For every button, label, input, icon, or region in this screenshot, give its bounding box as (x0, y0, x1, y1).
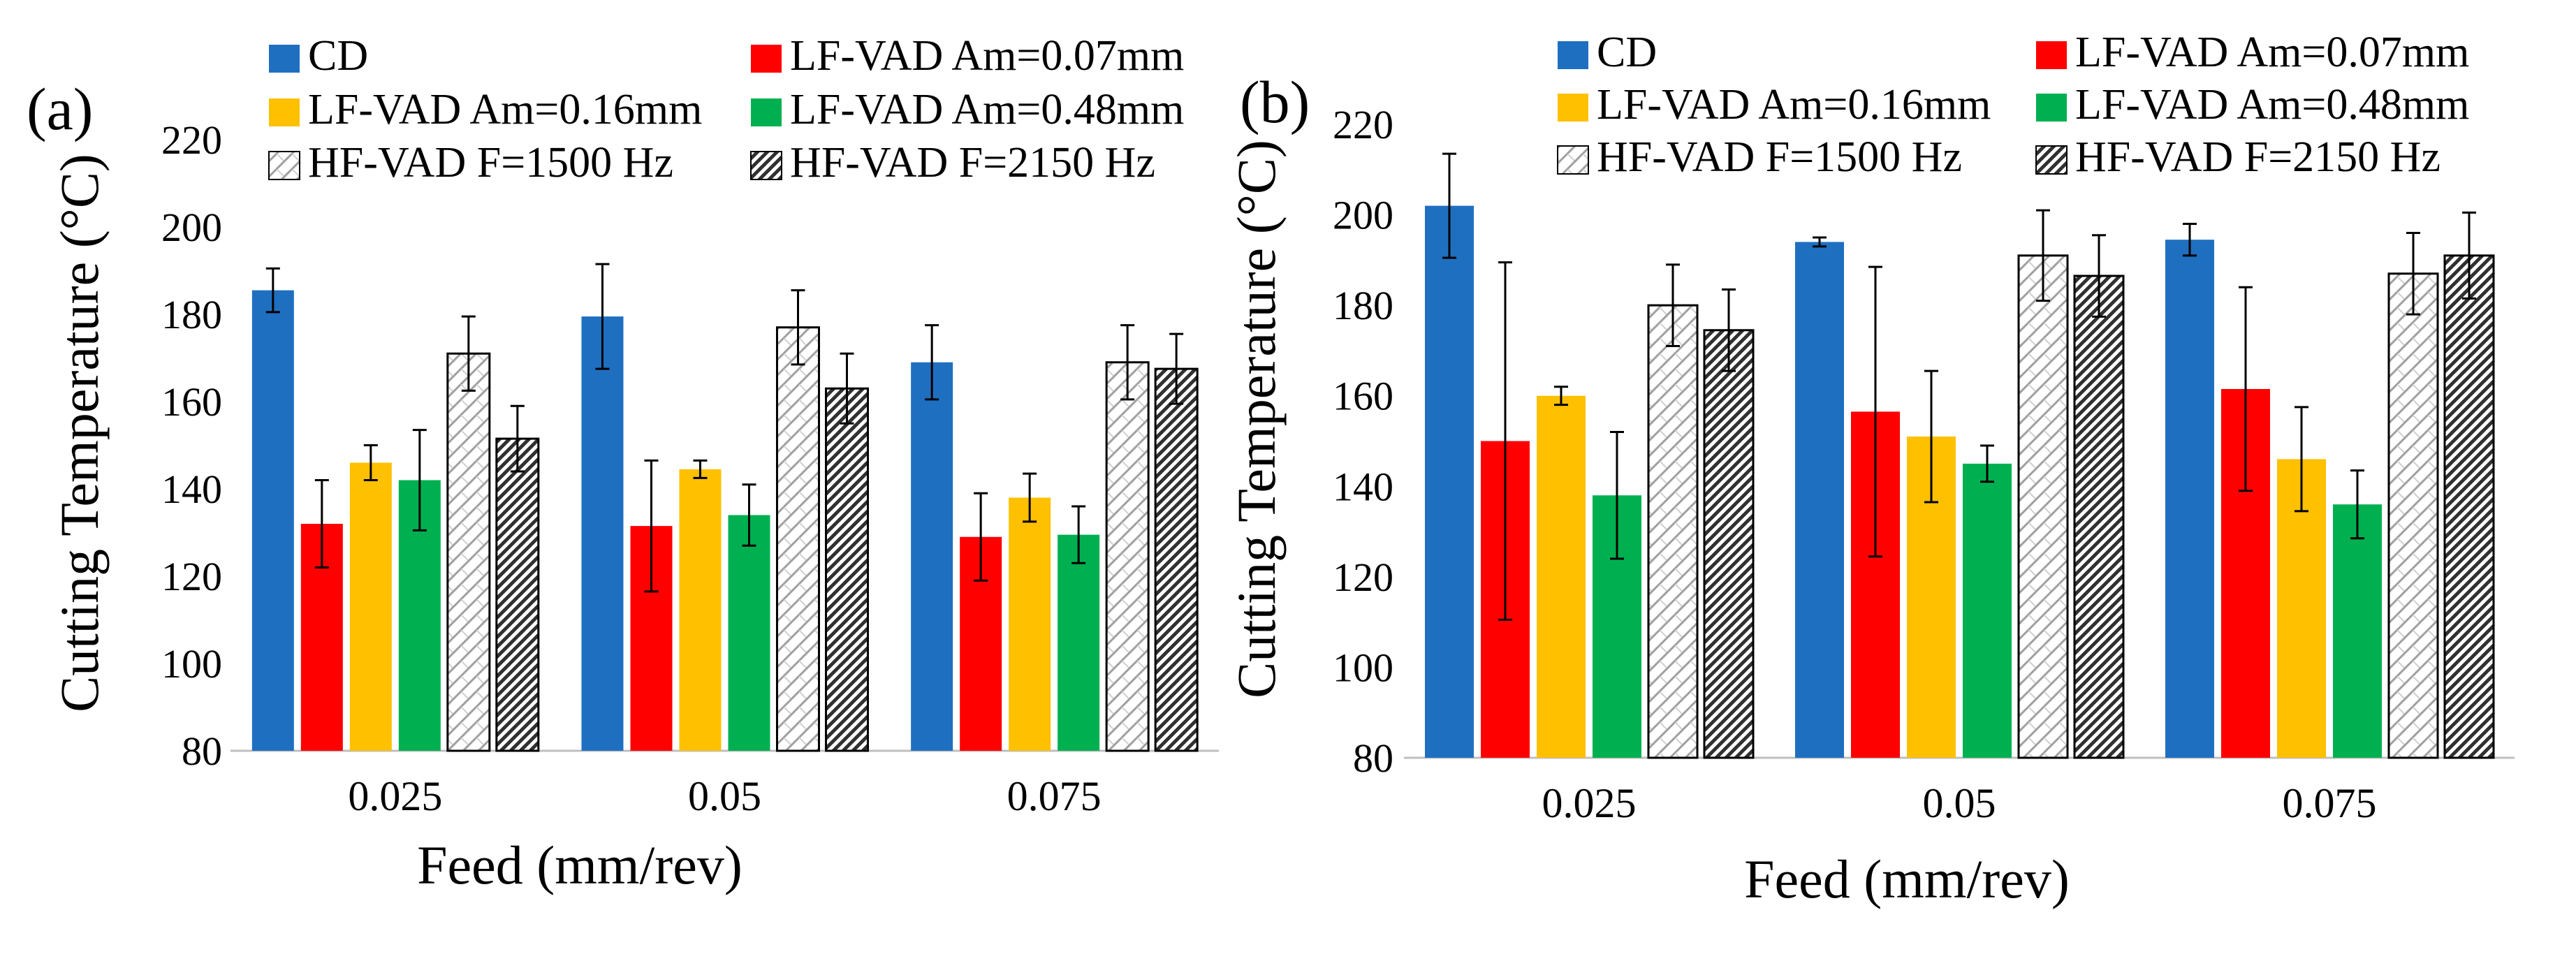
bar (1009, 497, 1051, 751)
legend: CD LF-VAD Am=0.07mm LF-VAD Am=0.16mm LF-VAD… (1557, 29, 2469, 181)
panel-a: Feed (mm/rev) Cutting Temperature (°C) C… (49, 32, 1219, 895)
bar (2017, 254, 2069, 759)
y-tick-label: 120 (161, 554, 222, 599)
bar (2165, 240, 2214, 758)
y-ticks: 80 100 120 140 160 180 200 220 (1333, 102, 1393, 781)
y-tick-label: 160 (161, 379, 222, 425)
panel-label-b: (b) (1240, 68, 1310, 135)
bar (446, 352, 491, 752)
y-tick-label: 120 (1333, 555, 1393, 600)
legend-swatch (1558, 41, 1588, 69)
legend-label: LF-VAD Am=0.16mm (1597, 81, 1991, 129)
x-ticks: 0.025 0.05 0.075 (1542, 780, 2377, 826)
x-axis-title: Feed (mm/rev) (1744, 849, 2070, 909)
bar (2333, 504, 2382, 758)
legend-label: LF-VAD Am=0.48mm (790, 86, 1184, 133)
legend-swatch (268, 151, 300, 180)
x-tick-label: 0.025 (348, 773, 442, 819)
y-tick-label: 180 (1333, 283, 1393, 328)
y-tick-label: 200 (1333, 193, 1393, 238)
bar (728, 515, 770, 751)
legend-swatch (750, 151, 782, 180)
legend-label: HF-VAD F=2150 Hz (790, 139, 1155, 186)
bar (349, 462, 392, 751)
legend-swatch (269, 98, 300, 126)
legend-label: HF-VAD F=1500 Hz (1597, 133, 1962, 181)
y-tick-label: 140 (161, 467, 222, 512)
bar (1425, 205, 1474, 758)
legend-swatch (2035, 145, 2068, 175)
x-tick-label: 0.025 (1542, 780, 1637, 826)
bar (1058, 534, 1100, 751)
legend-swatch (269, 45, 300, 73)
bar (1647, 304, 1699, 759)
bars (1425, 152, 2495, 759)
y-ticks: 80 100 120 140 160 180 200 220 (161, 117, 222, 774)
bar (1105, 361, 1150, 752)
legend-swatch (1558, 94, 1588, 122)
legend-label: LF-VAD Am=0.07mm (790, 32, 1184, 80)
bar (1795, 242, 1844, 758)
x-tick-label: 0.05 (1923, 780, 1996, 826)
y-tick-label: 80 (1353, 735, 1393, 781)
y-axis-title: Cutting Temperature (°C) (1226, 140, 1287, 698)
x-tick-label: 0.075 (1007, 773, 1102, 819)
bar (679, 469, 722, 751)
bar (2387, 272, 2439, 759)
bar (1537, 395, 1586, 758)
x-ticks: 0.025 0.05 0.075 (348, 773, 1101, 819)
legend-swatch (2036, 41, 2067, 69)
legend-swatch (751, 98, 782, 126)
y-tick-label: 160 (1333, 374, 1393, 419)
y-tick-label: 200 (161, 205, 222, 250)
bar (1963, 463, 2012, 758)
bar (1703, 329, 1755, 759)
y-tick-label: 140 (1333, 464, 1393, 509)
bar (776, 326, 820, 752)
y-tick-label: 100 (161, 641, 222, 687)
x-axis-title: Feed (mm/rev) (417, 835, 742, 895)
x-tick-label: 0.05 (688, 773, 761, 819)
y-tick-label: 220 (1333, 102, 1393, 147)
legend-label: LF-VAD Am=0.48mm (2075, 81, 2469, 129)
legend-swatch (751, 45, 782, 73)
bar (2073, 274, 2125, 759)
y-axis-title: Cutting Temperature (°C) (49, 154, 110, 712)
legend-swatch (2036, 94, 2067, 122)
panel-b: Feed (mm/rev) Cutting Temperature (°C) C… (1226, 29, 2515, 909)
y-tick-label: 220 (161, 117, 222, 163)
bars (251, 263, 1199, 752)
legend-label: CD (1597, 29, 1657, 76)
bar (911, 362, 953, 751)
legend-swatch (1557, 145, 1589, 175)
panel-label-a: (a) (27, 75, 93, 142)
bar (825, 387, 869, 752)
y-tick-label: 100 (1333, 645, 1393, 690)
legend-label: LF-VAD Am=0.16mm (308, 86, 702, 133)
y-tick-label: 80 (182, 728, 222, 774)
x-tick-label: 0.075 (2283, 780, 2377, 826)
legend-label: HF-VAD F=2150 Hz (2075, 133, 2440, 181)
bar (495, 437, 540, 752)
legend-label: HF-VAD F=1500 Hz (308, 139, 673, 186)
bar (2443, 254, 2495, 759)
legend-label: CD (308, 32, 368, 80)
legend: CD LF-VAD Am=0.07mm LF-VAD Am=0.16mm LF-VAD… (268, 32, 1184, 186)
legend-label: LF-VAD Am=0.07mm (2075, 29, 2469, 76)
bar (581, 316, 624, 751)
bar (1154, 367, 1199, 752)
bar (251, 290, 294, 751)
y-tick-label: 180 (161, 292, 222, 337)
